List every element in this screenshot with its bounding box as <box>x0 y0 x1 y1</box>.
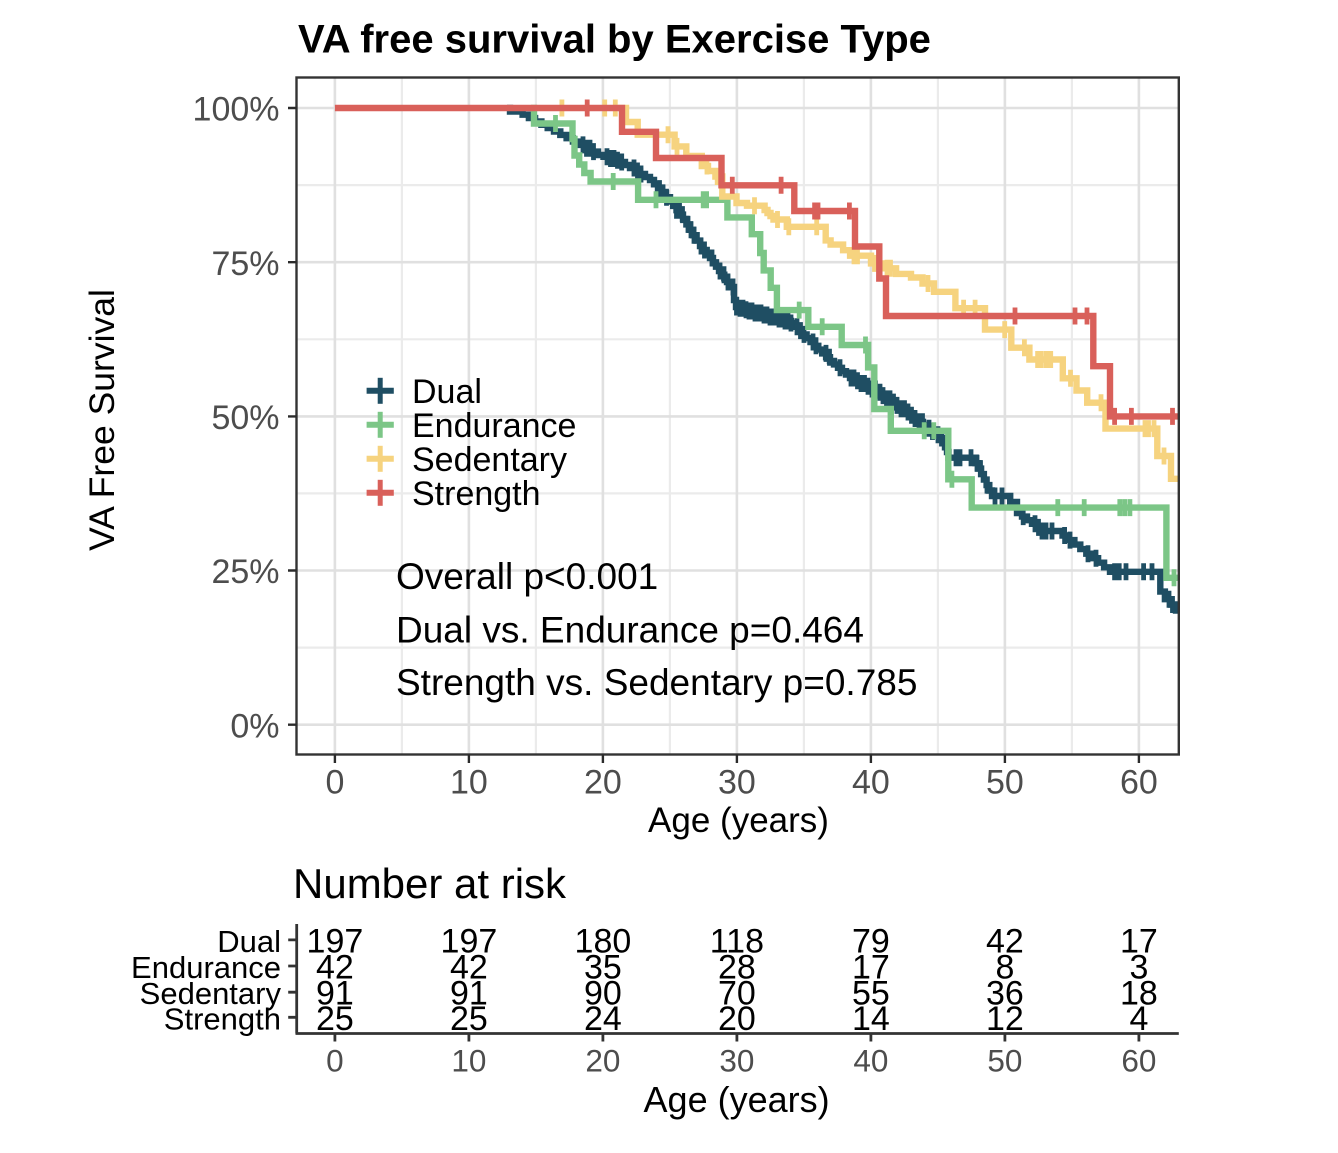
svg-text:55: 55 <box>852 975 890 1013</box>
svg-text:28: 28 <box>718 949 756 987</box>
svg-text:8: 8 <box>995 949 1014 987</box>
svg-text:3: 3 <box>1129 949 1148 987</box>
svg-text:197: 197 <box>441 922 498 960</box>
svg-text:40: 40 <box>853 1043 888 1079</box>
svg-text:60: 60 <box>1121 1043 1156 1079</box>
svg-text:Endurance: Endurance <box>412 407 576 445</box>
svg-text:180: 180 <box>575 922 632 960</box>
svg-text:12: 12 <box>986 1000 1024 1038</box>
svg-text:90: 90 <box>584 975 622 1013</box>
svg-text:60: 60 <box>1120 763 1158 801</box>
svg-text:30: 30 <box>718 763 756 801</box>
svg-text:4: 4 <box>1129 1000 1148 1038</box>
svg-text:24: 24 <box>584 1000 622 1038</box>
svg-text:Overall p<0.001: Overall p<0.001 <box>396 556 658 597</box>
svg-text:0%: 0% <box>230 707 279 745</box>
svg-text:Age (years): Age (years) <box>644 1079 830 1120</box>
svg-text:70: 70 <box>718 975 756 1013</box>
svg-text:36: 36 <box>986 975 1024 1013</box>
svg-text:25%: 25% <box>211 553 279 591</box>
svg-text:91: 91 <box>450 975 488 1013</box>
svg-text:79: 79 <box>852 922 890 960</box>
svg-text:17: 17 <box>1120 922 1158 960</box>
svg-text:Strength vs. Sedentary p=0.785: Strength vs. Sedentary p=0.785 <box>396 662 917 703</box>
svg-text:75%: 75% <box>211 245 279 283</box>
svg-text:Sedentary: Sedentary <box>140 976 282 1011</box>
svg-text:Dual: Dual <box>217 924 281 959</box>
svg-text:42: 42 <box>450 949 488 987</box>
svg-text:91: 91 <box>316 975 354 1013</box>
svg-text:Number at risk: Number at risk <box>293 860 567 907</box>
svg-text:35: 35 <box>584 949 622 987</box>
svg-text:100%: 100% <box>193 91 280 129</box>
svg-text:50%: 50% <box>211 399 279 437</box>
svg-text:50: 50 <box>986 763 1024 801</box>
svg-text:0: 0 <box>326 1043 344 1079</box>
svg-text:20: 20 <box>584 763 622 801</box>
svg-text:197: 197 <box>307 922 364 960</box>
svg-text:Dual: Dual <box>412 373 482 411</box>
svg-text:17: 17 <box>852 949 890 987</box>
svg-text:20: 20 <box>718 1000 756 1038</box>
svg-text:42: 42 <box>986 922 1024 960</box>
svg-text:14: 14 <box>852 1000 890 1038</box>
svg-text:0: 0 <box>325 763 344 801</box>
svg-text:50: 50 <box>987 1043 1022 1079</box>
svg-text:10: 10 <box>451 1043 486 1079</box>
svg-text:40: 40 <box>852 763 890 801</box>
svg-text:Endurance: Endurance <box>131 950 281 985</box>
svg-text:Dual vs. Endurance p=0.464: Dual vs. Endurance p=0.464 <box>396 610 864 651</box>
svg-text:25: 25 <box>316 1000 354 1038</box>
svg-text:25: 25 <box>450 1000 488 1038</box>
svg-text:42: 42 <box>316 949 354 987</box>
svg-text:Strength: Strength <box>412 475 541 513</box>
svg-text:Age (years): Age (years) <box>648 801 829 840</box>
svg-text:118: 118 <box>710 922 764 960</box>
svg-text:10: 10 <box>450 763 488 801</box>
svg-text:30: 30 <box>719 1043 754 1079</box>
svg-text:20: 20 <box>585 1043 620 1079</box>
svg-text:Sedentary: Sedentary <box>412 441 567 479</box>
svg-text:18: 18 <box>1120 975 1158 1013</box>
svg-text:Strength: Strength <box>164 1001 281 1036</box>
svg-text:VA free survival by Exercise T: VA free survival by Exercise Type <box>298 18 931 62</box>
svg-text:VA Free Survival: VA Free Survival <box>82 289 122 551</box>
